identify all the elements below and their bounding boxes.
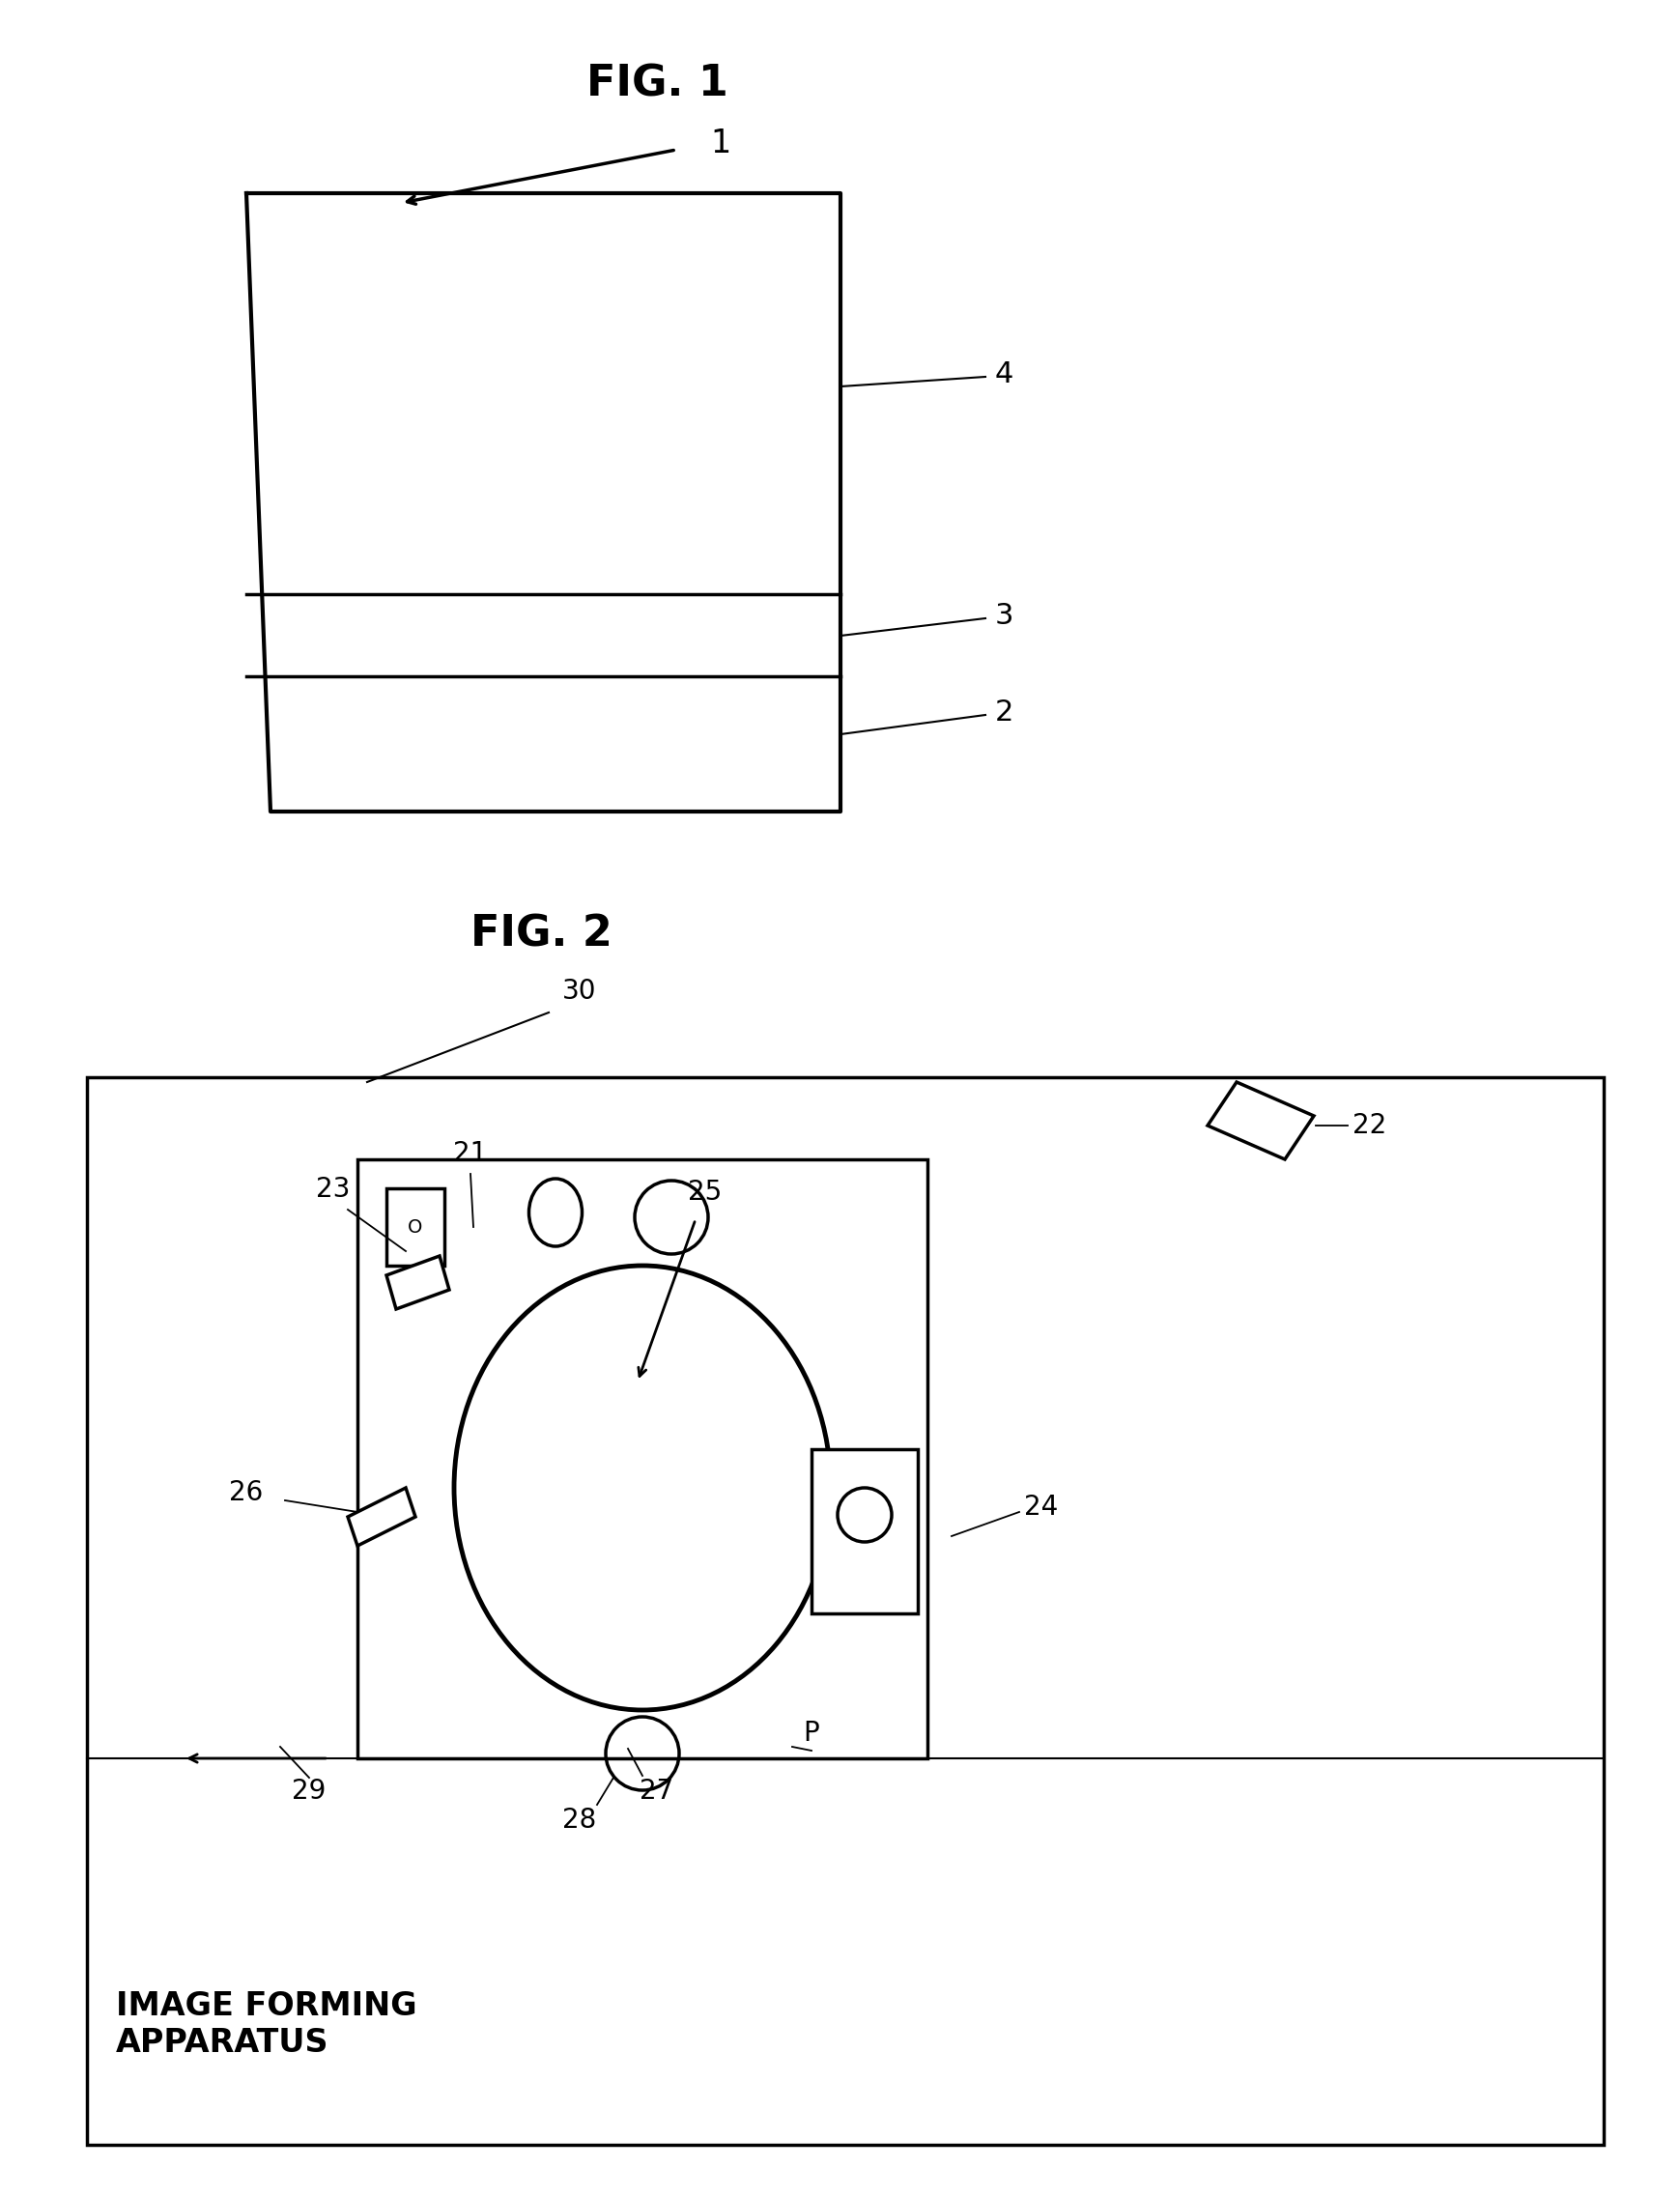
Text: P: P (803, 1719, 820, 1746)
Bar (87, 1078, 1604, 2145)
Bar (358, 1159, 927, 1759)
Text: 25: 25 (689, 1179, 722, 1206)
Text: IMAGE FORMING
APPARATUS: IMAGE FORMING APPARATUS (116, 1990, 417, 2060)
Text: 1: 1 (711, 127, 731, 158)
Polygon shape (386, 1256, 449, 1309)
Text: 28: 28 (563, 1807, 596, 1834)
Text: FIG. 1: FIG. 1 (586, 64, 727, 105)
Polygon shape (348, 1489, 415, 1546)
Text: 21: 21 (454, 1140, 487, 1166)
Text: FIG. 2: FIG. 2 (470, 914, 612, 955)
Text: 27: 27 (640, 1779, 674, 1805)
Text: 30: 30 (563, 977, 596, 1006)
Polygon shape (1208, 1083, 1314, 1159)
Bar (386, 1188, 445, 1265)
Text: 4: 4 (995, 360, 1013, 389)
Text: 22: 22 (1352, 1111, 1386, 1140)
Bar (811, 1449, 917, 1614)
Text: 2: 2 (995, 698, 1013, 727)
Text: 26: 26 (230, 1480, 264, 1506)
Text: 3: 3 (995, 602, 1015, 630)
Text: 29: 29 (292, 1779, 326, 1805)
Text: 23: 23 (316, 1175, 351, 1203)
Text: O: O (408, 1219, 423, 1236)
Text: 24: 24 (1025, 1493, 1058, 1520)
